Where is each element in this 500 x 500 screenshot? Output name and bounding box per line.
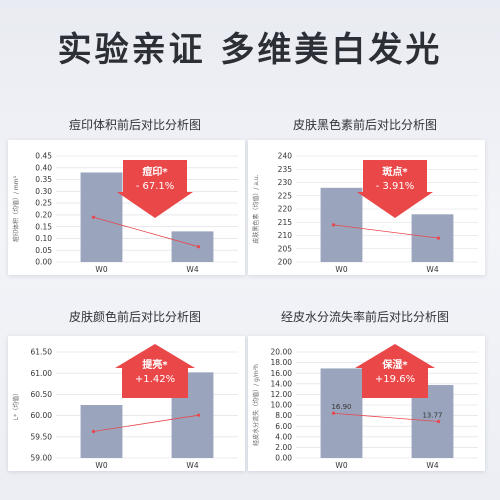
chart-title-melanin: 皮肤黑色素前后对比分析图: [292, 118, 437, 132]
bar-W4: [411, 214, 454, 262]
badge-arrow-down: [357, 160, 433, 218]
chart-card-acne-mark: 痘印体积（均值）/ mm³ 0.00 0.05 0.10 0.15 0.20 0.25 0.3…: [8, 140, 245, 275]
y-tick-label: 210: [278, 231, 293, 240]
y-tick-label: 200: [278, 258, 293, 267]
x-tick-label: W4: [426, 265, 438, 274]
badge-label: 提亮*: [142, 358, 168, 371]
chart-card-melanin: 皮肤黑色素（均值）/ a.u. 200 205 210 215 220 225 230 235 2…: [248, 140, 485, 275]
trend-point: [331, 411, 336, 415]
trend-line: [93, 216, 199, 248]
chart-acne-mark: 痘印体积（均值）/ mm³ 0.00 0.05 0.10 0.15 0.20 0.25 0.3…: [12, 152, 238, 274]
bar-W4: [171, 231, 214, 262]
y-tick-label: 240: [278, 152, 293, 161]
x-tick-label: W0: [335, 265, 347, 274]
y-tick-label: 18.00: [271, 358, 293, 367]
trend-point: [436, 419, 441, 424]
y-tick-label: 215: [278, 218, 293, 227]
y-tick-label: 59.00: [31, 454, 53, 463]
x-tick-label: W4: [186, 265, 198, 274]
x-tick-label: W0: [335, 461, 347, 470]
y-tick-label: 59.50: [31, 432, 53, 441]
chart-card-skin-color: L*（均值） 59.00 59.50 60.00 60.50 61.00 61.50 W0 W4…: [8, 336, 245, 471]
x-tick-label: W0: [95, 461, 107, 470]
y-tick-label: 61.00: [31, 369, 53, 378]
y-tick-label: 4.00: [275, 432, 292, 441]
badge-arrow-up: [115, 344, 195, 398]
trend-point: [196, 413, 201, 417]
y-tick-label: 61.50: [31, 348, 53, 357]
y-tick-label: 12.00: [271, 390, 293, 399]
trend-line: [93, 414, 199, 432]
badge-change: +19.6%: [375, 374, 415, 385]
y-tick-label: 0.40: [35, 163, 52, 172]
y-tick-label: 16.00: [271, 369, 293, 378]
y-tick-label: 0.10: [35, 234, 52, 243]
badge-arrow-down: [117, 160, 193, 218]
trend-point: [91, 215, 96, 219]
y-tick-label: 8.00: [275, 411, 292, 420]
y-tick-label: 60.00: [31, 411, 53, 420]
bar-W0: [80, 405, 123, 458]
badge-change: +1.42%: [135, 374, 175, 385]
y-tick-label: 2.00: [275, 443, 292, 452]
badge-arrow-up: [355, 344, 435, 398]
bar-W0: [320, 187, 363, 262]
y-tick-label: 14.00: [271, 379, 293, 388]
trend-point: [196, 245, 201, 249]
bar-W0: [320, 368, 363, 458]
y-tick-label: 60.50: [31, 390, 53, 399]
y-tick-label: 0.45: [35, 152, 52, 161]
bar-W0: [80, 172, 123, 262]
chart-melanin: 皮肤黑色素（均值）/ a.u. 200 205 210 215 220 225 230 235 2…: [252, 152, 478, 274]
trend-line: [333, 412, 439, 422]
headline: 实验亲证 多维美白发光: [57, 30, 443, 70]
badge-label: 斑点*: [382, 165, 408, 178]
trend-point: [331, 223, 336, 227]
y-tick-label: 235: [278, 165, 293, 174]
data-label: 16.90: [331, 403, 351, 411]
y-tick-label: 230: [278, 178, 293, 187]
y-tick-label: 0.00: [35, 258, 52, 267]
chart-title-tewl: 经皮水分流失率前后对比分析图: [280, 310, 449, 324]
x-tick-label: W0: [95, 265, 107, 274]
chart-title-acne-mark: 痘印体积前后对比分析图: [68, 118, 201, 132]
badge-change: - 3.91%: [376, 181, 415, 192]
y-tick-label: 0.25: [35, 199, 52, 208]
y-tick-label: 0.00: [275, 454, 292, 463]
y-tick-label: 0.15: [35, 222, 52, 231]
trend-line: [333, 224, 439, 239]
y-tick-label: 220: [278, 205, 293, 214]
x-tick-label: W4: [186, 461, 198, 470]
y-axis-label: 皮肤黑色素（均值）/ a.u.: [252, 174, 260, 243]
data-label: 13.77: [422, 412, 442, 420]
trend-point: [436, 236, 441, 240]
chart-card-tewl: 经皮水分流失（均值）/ g/m²h 0.00 2.00 4.00 6.00 8.00 10.…: [248, 336, 485, 471]
y-axis-label: 痘印体积（均值）/ mm³: [12, 175, 20, 242]
y-tick-label: 225: [278, 191, 293, 200]
y-tick-label: 10.00: [271, 401, 293, 410]
y-tick-label: 6.00: [275, 422, 292, 431]
y-axis-label: 经皮水分流失（均值）/ g/m²h: [252, 364, 260, 446]
y-tick-label: 205: [278, 244, 293, 253]
badge-change: - 67.1%: [136, 181, 175, 192]
y-tick-label: 20.00: [271, 348, 293, 357]
chart-skin-color: L*（均值） 59.00 59.50 60.00 60.50 61.00 61.50 W0 W4…: [12, 344, 238, 470]
badge-label: 保湿*: [381, 358, 408, 371]
trend-point: [91, 429, 96, 434]
chart-title-skin-color: 皮肤颜色前后对比分析图: [68, 310, 201, 324]
y-tick-label: 0.30: [35, 187, 52, 196]
y-tick-label: 0.35: [35, 175, 52, 184]
chart-tewl: 经皮水分流失（均值）/ g/m²h 0.00 2.00 4.006.00 8.0010.…: [252, 344, 478, 470]
y-axis-label: L*（均值）: [12, 390, 20, 420]
y-tick-label: 0.05: [35, 246, 52, 255]
y-tick-label: 0.20: [35, 210, 52, 219]
badge-label: 痘印*: [142, 165, 168, 178]
x-tick-label: W4: [426, 461, 438, 470]
